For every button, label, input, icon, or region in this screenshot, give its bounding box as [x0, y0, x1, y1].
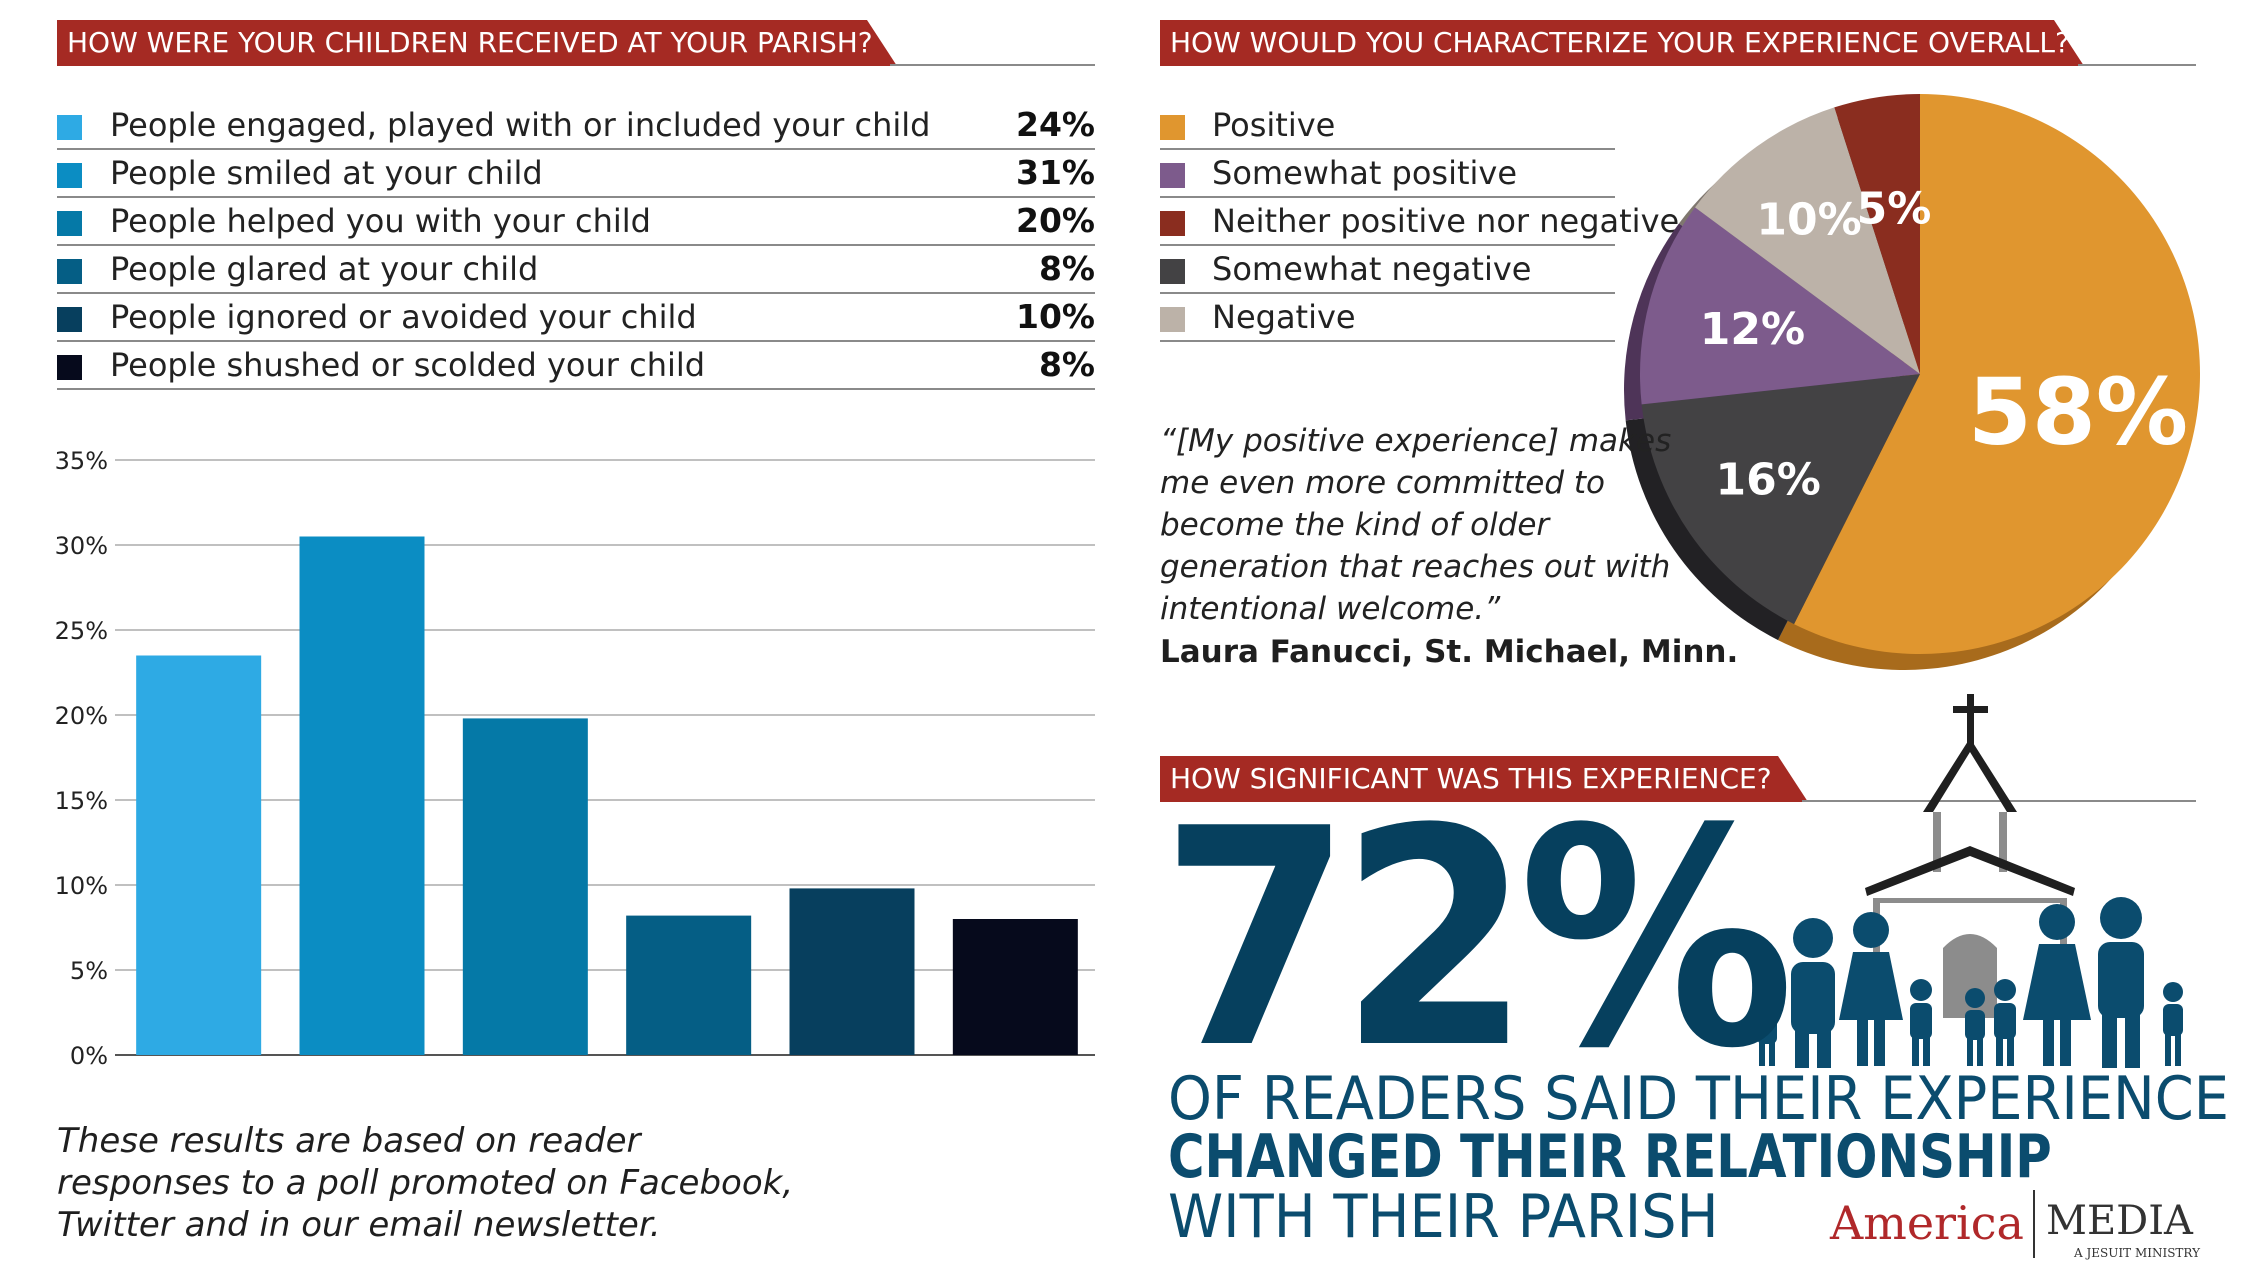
list-item: People glared at your child 8%	[57, 246, 1095, 294]
list-item: People engaged, played with or included …	[57, 102, 1095, 150]
legend-item: Neither positive nor negative	[1160, 198, 1679, 246]
pie-value-label: 5%	[1857, 183, 1932, 234]
legend-swatch	[57, 355, 82, 380]
section-banner-experience-overall: HOW WOULD YOU CHARACTERIZE YOUR EXPERIEN…	[1160, 20, 2084, 66]
list-item: People ignored or avoided your child 10%	[57, 294, 1095, 342]
list-item-label: People helped you with your child	[110, 202, 651, 240]
pie-value-label: 58%	[1968, 359, 2188, 466]
y-tick-label: 20%	[55, 702, 108, 730]
legend-swatch	[1160, 163, 1185, 188]
y-tick-label: 0%	[70, 1042, 108, 1070]
section-banner-children-received: HOW WERE YOUR CHILDREN RECEIVED AT YOUR …	[57, 20, 897, 66]
legend-item: Negative	[1160, 294, 1615, 342]
list-item-label: People ignored or avoided your child	[110, 298, 697, 336]
list-item-value: 10%	[1016, 297, 1095, 336]
list-item: People smiled at your child 31%	[57, 150, 1095, 198]
pie-slice	[1834, 94, 1920, 374]
banner-rule-1	[890, 64, 1095, 66]
legend-swatch	[57, 115, 82, 140]
legend-swatch	[1160, 307, 1185, 332]
brand-logo-media: MEDIA	[2046, 1198, 2193, 1244]
pie-slice	[1641, 374, 1920, 625]
brand-tagline: A JESUIT MINISTRY	[2074, 1246, 2201, 1260]
legend-swatch	[1160, 259, 1185, 284]
quote-text: “[My positive experience] makes me even …	[1160, 423, 1672, 627]
significance-percent: 72%	[1160, 765, 1795, 1114]
banner-rule-3	[1802, 800, 2196, 802]
y-tick-label: 35%	[55, 447, 108, 475]
legend-label: Negative	[1212, 298, 1356, 336]
banner-polygon	[57, 20, 897, 66]
list-item-value: 31%	[1016, 153, 1095, 192]
brand-logo-america: America	[1830, 1196, 2024, 1250]
banner-rule-2	[2078, 64, 2196, 66]
legend-swatch	[1160, 211, 1185, 236]
bar-chart: 0% 5% 10% 15% 20% 25% 30% 35%	[55, 447, 1095, 1070]
banner-shape	[57, 20, 897, 66]
list-item-value: 8%	[1038, 345, 1095, 384]
list-item-value: 24%	[1016, 105, 1095, 144]
pie-chart: 58% 16% 12% 10%5%	[1624, 94, 2200, 670]
legend-item: Positive	[1160, 102, 1615, 150]
church-family-illustration	[1757, 694, 2183, 1068]
legend-label: Neither positive nor negative	[1212, 202, 1680, 240]
list-item-label: People smiled at your child	[110, 154, 543, 192]
bar	[789, 888, 915, 1055]
pie-slice	[1695, 107, 1920, 374]
pie-value-label: 12%	[1700, 304, 1805, 355]
significance-line-1: OF READERS SAID THEIR EXPERIENCE	[1168, 1064, 2229, 1134]
legend-label: Somewhat negative	[1212, 250, 1532, 288]
list-item-label: People glared at your child	[110, 250, 539, 288]
significance-line-2: CHANGED THEIR RELATIONSHIP	[1168, 1122, 2052, 1192]
list-item-value: 20%	[1016, 201, 1095, 240]
quote-author: Laura Fanucci, St. Michael, Minn.	[1160, 634, 1739, 670]
section-title-children-received: HOW WERE YOUR CHILDREN RECEIVED AT YOUR …	[67, 26, 873, 59]
bar	[626, 915, 752, 1055]
family-icons	[1757, 897, 2183, 1068]
legend-swatch	[1160, 115, 1185, 140]
list-item: People helped you with your child 20%	[57, 198, 1095, 246]
banner-polygon	[1160, 20, 2084, 66]
legend-item: Somewhat positive	[1160, 150, 1615, 198]
banner-shape	[1160, 20, 2084, 66]
bar	[952, 919, 1078, 1055]
legend-label: Somewhat positive	[1212, 154, 1518, 192]
y-tick-label: 25%	[55, 617, 108, 645]
pie-slice	[1794, 94, 2200, 654]
significance-line-3: WITH THEIR PARISH	[1168, 1182, 1719, 1252]
legend-swatch	[57, 307, 82, 332]
banner-shape	[1160, 756, 1808, 802]
pie-value-label: 10%	[1756, 195, 1861, 246]
list-item-label: People shushed or scolded your child	[110, 346, 706, 384]
y-tick-label: 30%	[55, 532, 108, 560]
legend-swatch	[57, 259, 82, 284]
bar	[299, 536, 425, 1055]
bar	[136, 655, 262, 1055]
section-banner-significance: HOW SIGNIFICANT WAS THIS EXPERIENCE?	[1160, 756, 1808, 802]
list-item-value: 8%	[1038, 249, 1095, 288]
list-item: People shushed or scolded your child 8%	[57, 342, 1095, 390]
section-title-significance: HOW SIGNIFICANT WAS THIS EXPERIENCE?	[1170, 762, 1772, 795]
brand-divider	[2033, 1190, 2035, 1258]
section-title-experience-overall: HOW WOULD YOU CHARACTERIZE YOUR EXPERIEN…	[1170, 26, 2070, 59]
y-tick-label: 10%	[55, 872, 108, 900]
pie-value-label: 16%	[1716, 455, 1821, 506]
banner-polygon	[1160, 756, 1808, 802]
pie-slice	[1640, 207, 1920, 405]
y-tick-label: 5%	[70, 957, 108, 985]
legend-swatch	[57, 211, 82, 236]
legend-item: Somewhat negative	[1160, 246, 1615, 294]
list-item-label: People engaged, played with or included …	[110, 106, 931, 144]
y-tick-label: 15%	[55, 787, 108, 815]
bar	[462, 718, 588, 1055]
legend-label: Positive	[1212, 106, 1336, 144]
footnote: These results are based on reader respon…	[57, 1121, 794, 1245]
legend-swatch	[57, 163, 82, 188]
